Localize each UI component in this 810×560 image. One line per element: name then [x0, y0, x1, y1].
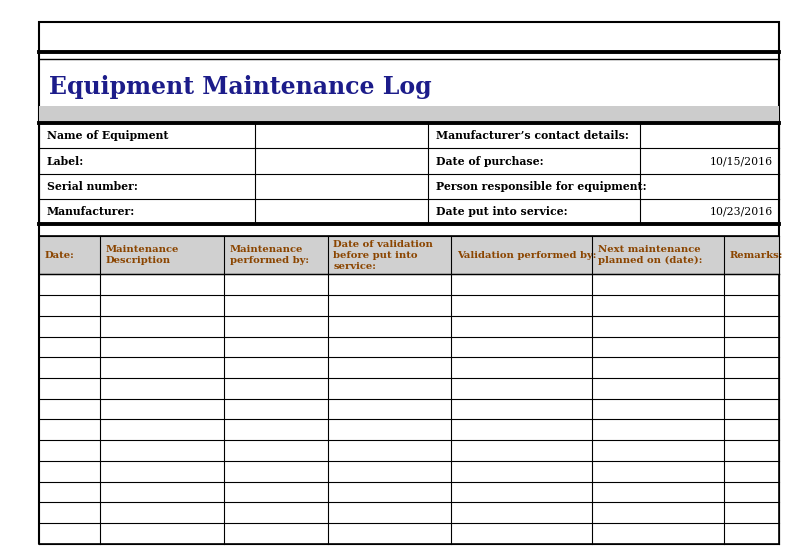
Text: Manufacturer:: Manufacturer: — [47, 206, 135, 217]
Text: 10/15/2016: 10/15/2016 — [710, 156, 773, 166]
Text: Maintenance
Description: Maintenance Description — [105, 245, 179, 265]
Bar — [39, 106, 779, 122]
Text: Date put into service:: Date put into service: — [436, 206, 567, 217]
Text: Date of purchase:: Date of purchase: — [436, 156, 544, 166]
Bar — [39, 236, 779, 274]
Text: Person responsible for equipment:: Person responsible for equipment: — [436, 181, 646, 192]
Text: Remarks:: Remarks: — [729, 251, 782, 260]
Text: Manufacturer’s contact details:: Manufacturer’s contact details: — [436, 130, 629, 141]
Text: Date:: Date: — [45, 251, 75, 260]
Text: 10/23/2016: 10/23/2016 — [710, 207, 773, 216]
Text: Label:: Label: — [47, 156, 84, 166]
Text: Validation performed by:: Validation performed by: — [457, 251, 596, 260]
Text: Next maintenance
planned on (date):: Next maintenance planned on (date): — [598, 245, 702, 265]
Text: Serial number:: Serial number: — [47, 181, 138, 192]
Bar — [39, 236, 779, 544]
Text: Date of validation
before put into
service:: Date of validation before put into servi… — [333, 240, 433, 270]
Text: Name of Equipment: Name of Equipment — [47, 130, 168, 141]
Text: Equipment Maintenance Log: Equipment Maintenance Log — [49, 75, 431, 99]
Text: Maintenance
performed by:: Maintenance performed by: — [230, 245, 309, 265]
